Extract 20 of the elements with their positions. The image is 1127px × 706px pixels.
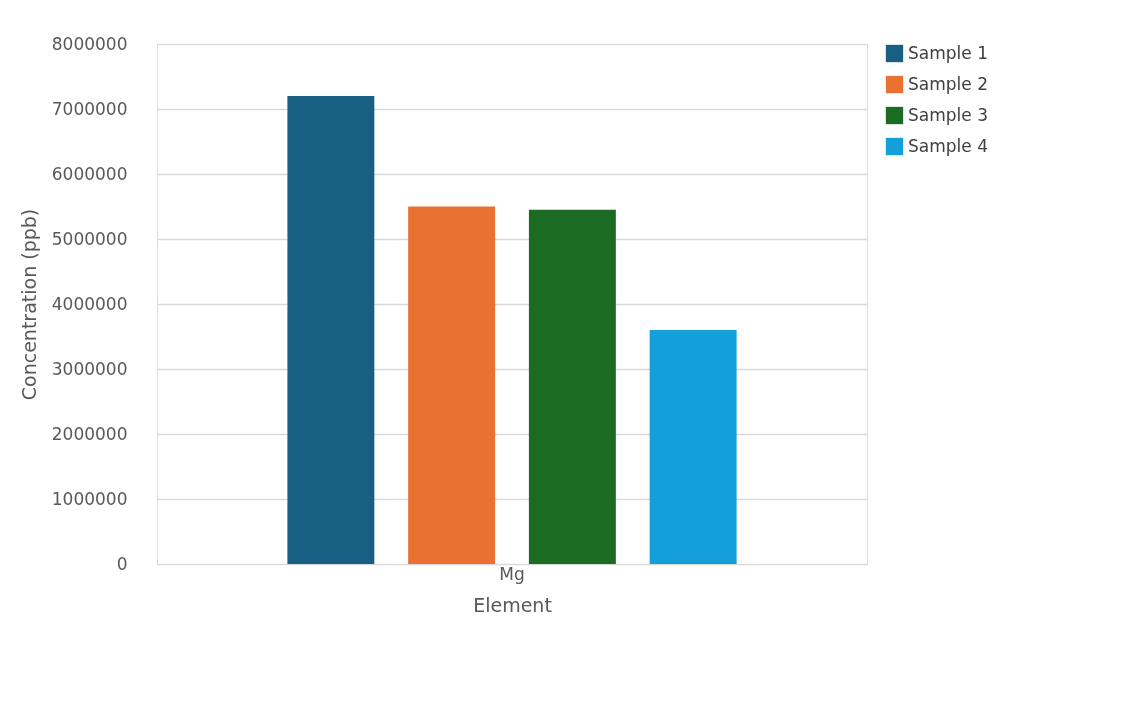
bar: [528, 209, 616, 564]
y-tick-label: 3000000: [51, 358, 128, 379]
bar: [287, 96, 375, 564]
x-tick-label: Mg: [499, 563, 525, 584]
y-tick-label: 7000000: [51, 98, 128, 119]
x-axis-title: Element: [473, 593, 552, 616]
y-tick-label: 4000000: [51, 293, 128, 314]
y-tick-label: 1000000: [51, 488, 128, 509]
legend-label: Sample 2: [908, 73, 988, 94]
y-axis-title: Concentration (ppb): [17, 208, 40, 401]
legend-label: Sample 1: [908, 42, 988, 63]
legend-label: Sample 3: [908, 104, 988, 125]
y-tick-label: 2000000: [51, 423, 128, 444]
y-tick-label: 8000000: [51, 33, 128, 54]
bar: [408, 206, 496, 564]
y-tick-label: 6000000: [51, 163, 128, 184]
legend-label: Sample 4: [908, 135, 988, 156]
y-tick-label: 0: [116, 553, 128, 574]
y-tick-label: 5000000: [51, 228, 128, 249]
bar: [649, 330, 737, 564]
